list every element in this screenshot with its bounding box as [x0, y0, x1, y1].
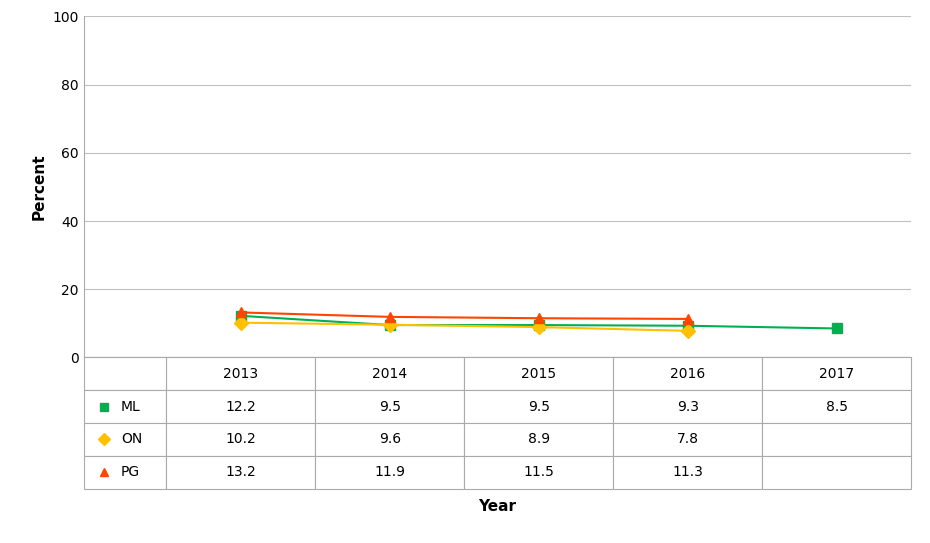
- Text: PG: PG: [121, 465, 140, 479]
- PG: [384, 314, 395, 320]
- Text: 2017: 2017: [819, 367, 855, 381]
- ML: [235, 313, 246, 319]
- Text: 8.5: 8.5: [826, 400, 848, 414]
- ON: [534, 324, 545, 330]
- Text: ML: ML: [121, 400, 140, 414]
- ML: [683, 323, 694, 329]
- ON: [384, 321, 395, 328]
- PG: [683, 315, 694, 322]
- ML: [384, 322, 395, 329]
- ON: [683, 327, 694, 334]
- Text: 11.3: 11.3: [672, 465, 703, 479]
- Y-axis label: Percent: Percent: [32, 154, 46, 220]
- ON: [235, 319, 246, 326]
- Text: 9.5: 9.5: [379, 400, 401, 414]
- PG: [534, 315, 545, 321]
- Text: 2015: 2015: [522, 367, 556, 381]
- PG: [235, 309, 246, 315]
- Line: PG: PG: [236, 307, 693, 324]
- Text: 11.9: 11.9: [375, 465, 405, 479]
- Line: ML: ML: [236, 311, 842, 333]
- Text: 8.9: 8.9: [528, 432, 550, 446]
- Text: 10.2: 10.2: [226, 432, 257, 446]
- Text: ON: ON: [121, 432, 142, 446]
- Text: 12.2: 12.2: [226, 400, 257, 414]
- Text: 9.3: 9.3: [677, 400, 699, 414]
- Text: 7.8: 7.8: [677, 432, 699, 446]
- Text: 13.2: 13.2: [226, 465, 257, 479]
- Text: Year: Year: [479, 499, 516, 514]
- Text: 2016: 2016: [671, 367, 706, 381]
- ML: [534, 322, 545, 329]
- Text: 11.5: 11.5: [524, 465, 554, 479]
- Text: 9.5: 9.5: [528, 400, 550, 414]
- ML: [831, 325, 843, 332]
- Text: 2014: 2014: [372, 367, 407, 381]
- Text: 9.6: 9.6: [379, 432, 401, 446]
- Text: 2013: 2013: [223, 367, 259, 381]
- Line: ON: ON: [236, 318, 693, 336]
